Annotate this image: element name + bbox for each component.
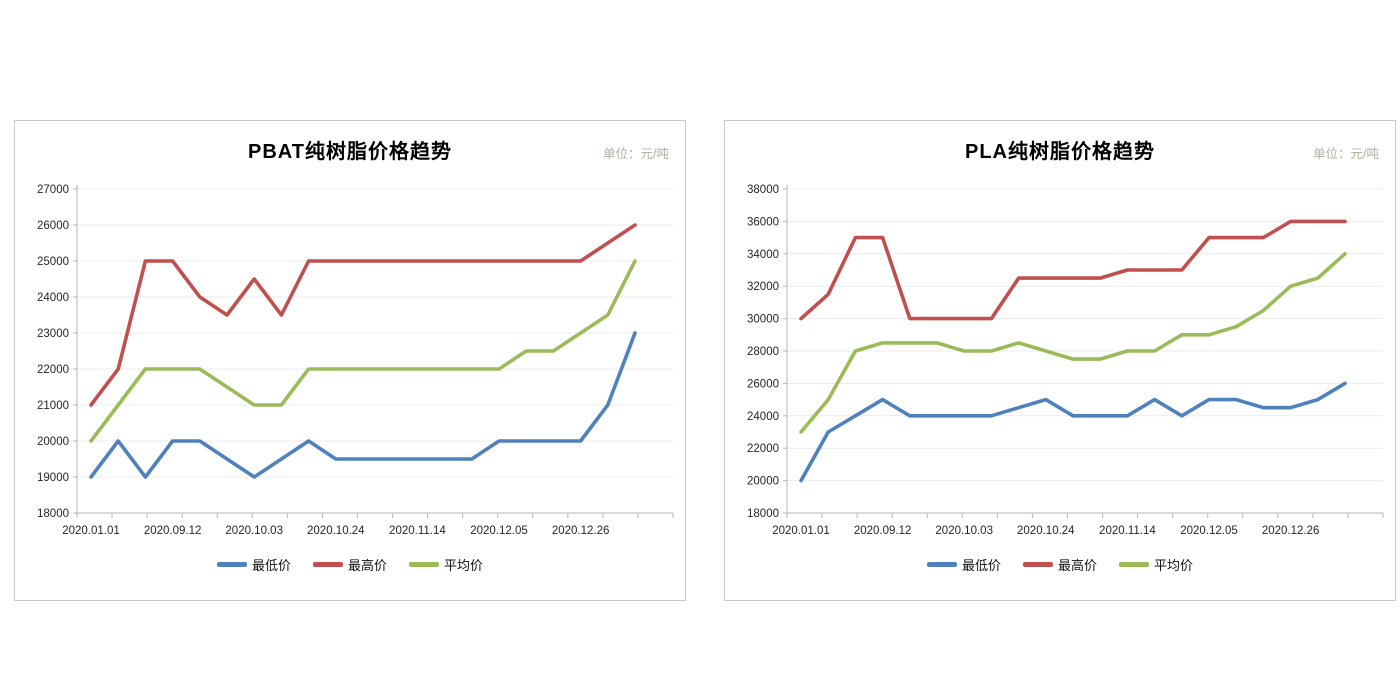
x-axis-label: 2020.01.01 <box>772 525 830 537</box>
x-axis-label: 2020.12.05 <box>1180 525 1238 537</box>
x-axis-label: 2020.11.14 <box>389 525 446 537</box>
legend-label: 最高价 <box>1057 558 1097 573</box>
series-line-max <box>799 219 1347 321</box>
y-axis-label: 22000 <box>37 364 69 376</box>
legend-item-min: 最低价 <box>926 555 1001 574</box>
series-line-avg <box>89 259 637 443</box>
x-axis-label: 2020.09.12 <box>144 525 202 537</box>
y-axis-label: 24000 <box>747 411 779 423</box>
legend-item-avg: 平均价 <box>409 555 483 574</box>
legend-label: 最高价 <box>347 558 387 573</box>
legend-swatch-avg <box>409 562 439 567</box>
legend-item-max: 最高价 <box>1022 555 1097 574</box>
legend-item-avg: 平均价 <box>1119 555 1193 574</box>
y-axis-label: 26000 <box>747 378 779 390</box>
y-axis-label: 38000 <box>747 184 779 196</box>
x-axis-label: 2020.11.14 <box>1099 525 1156 537</box>
chart-legend: 最低价 最高价 平均价 <box>725 555 1395 574</box>
y-axis-label: 23000 <box>37 328 69 340</box>
chart-title: PLA纯树脂价格趋势 <box>965 141 1155 163</box>
y-axis-label: 27000 <box>37 184 69 196</box>
legend-label: 平均价 <box>444 558 484 573</box>
x-axis-label: 2020.12.05 <box>470 525 528 537</box>
y-axis-label: 25000 <box>37 256 69 268</box>
series-line-avg <box>799 252 1347 434</box>
x-axis-label: 2020.01.01 <box>62 525 120 537</box>
chart-plot: 18000 19000 20000 21000 22000 23000 24000 25000… <box>37 184 674 537</box>
x-axis-label: 2020.10.24 <box>307 525 365 537</box>
x-axis-label: 2020.12.26 <box>552 525 610 537</box>
x-axis-label: 2020.10.24 <box>1017 525 1075 537</box>
chart-title: PBAT纯树脂价格趋势 <box>248 141 452 163</box>
y-axis-label: 36000 <box>747 216 779 228</box>
x-axis-label: 2020.09.12 <box>854 525 912 537</box>
y-axis-label: 30000 <box>747 314 779 326</box>
y-axis-label: 28000 <box>747 346 779 358</box>
series-line-max <box>89 223 637 407</box>
chart-plot: 18000 20000 22000 24000 26000 28000 30000 32000… <box>747 184 1384 537</box>
legend-item-min: 最低价 <box>216 555 291 574</box>
y-axis-label: 26000 <box>37 220 69 232</box>
y-axis-label: 22000 <box>747 443 779 455</box>
chart-panel-pla: PLA纯树脂价格趋势 单位：元/吨 18000 20000 22000 24000 26… <box>724 120 1396 601</box>
y-axis-label: 24000 <box>37 292 69 304</box>
legend-item-max: 最高价 <box>312 555 387 574</box>
chart-panel-pbat: PBAT纯树脂价格趋势 单位：元/吨 18000 19000 20000 21000 2… <box>14 120 686 601</box>
x-axis-label: 2020.10.03 <box>935 525 993 537</box>
legend-swatch-max <box>1022 562 1053 567</box>
unit-label: 单位：元/吨 <box>603 147 669 161</box>
y-axis-label: 20000 <box>747 476 779 488</box>
legend-label: 最低价 <box>961 558 1001 573</box>
series-line-min <box>89 331 637 479</box>
y-axis-label: 34000 <box>747 249 779 261</box>
y-axis-label: 18000 <box>747 508 779 520</box>
unit-label: 单位：元/吨 <box>1313 147 1379 161</box>
y-axis-label: 32000 <box>747 281 779 293</box>
y-axis-label: 18000 <box>37 508 69 520</box>
y-axis-label: 21000 <box>37 400 69 412</box>
y-axis-label: 20000 <box>37 436 69 448</box>
legend-swatch-max <box>312 562 343 567</box>
legend-label: 最低价 <box>251 558 291 573</box>
series-line-min <box>799 381 1347 483</box>
x-axis-label: 2020.10.03 <box>225 525 283 537</box>
legend-swatch-min <box>926 562 957 567</box>
x-axis-label: 2020.12.26 <box>1262 525 1320 537</box>
chart-legend: 最低价 最高价 平均价 <box>15 555 685 574</box>
legend-label: 平均价 <box>1154 558 1194 573</box>
legend-swatch-min <box>216 562 247 567</box>
legend-swatch-avg <box>1119 562 1149 567</box>
y-axis-label: 19000 <box>37 472 69 484</box>
